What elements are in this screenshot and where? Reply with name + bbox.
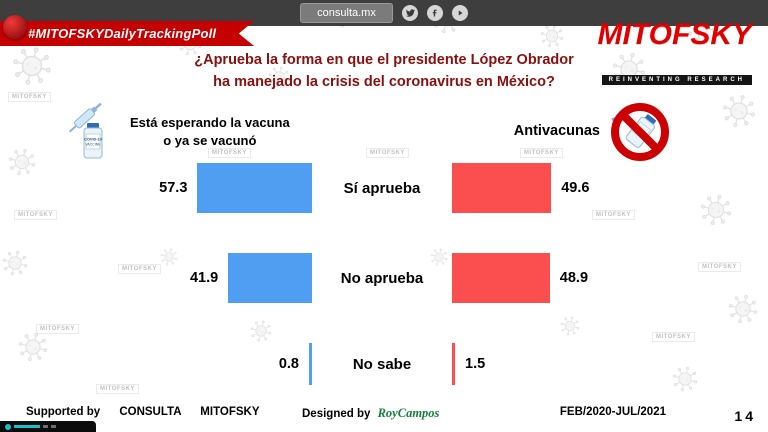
value-antivax-si: 49.6: [561, 180, 590, 196]
group-vaccinated-label-line2: o ya se vacunó: [163, 133, 257, 148]
vaccinated-cell: 41.9: [0, 253, 312, 303]
virus-watermark-wrap: [540, 24, 564, 53]
bar-vaccinated-no: [228, 253, 312, 303]
video-dash: [51, 425, 56, 428]
series-headers: COVID-19 VACCINE Está esperando la vacun…: [0, 100, 768, 164]
bar-antivax-no: [452, 253, 550, 303]
value-vaccinated-no: 41.9: [189, 270, 219, 286]
supported-by: Supported by CONSULTA MITOFSKY: [26, 406, 260, 418]
vaccine-syringe-icon: COVID-19 VACCINE: [68, 103, 103, 159]
youtube-play-glyph: [458, 10, 463, 16]
video-progress: [14, 425, 40, 428]
virus-watermark: [540, 24, 564, 48]
video-play-dot: [5, 423, 11, 430]
poll-question-line2: ha manejado la crisis del coronavirus en…: [213, 73, 555, 90]
value-antivax-no: 48.9: [559, 270, 589, 286]
logo-wordmark: MITOFSKY: [597, 18, 752, 51]
vaccinated-cell: 57.3: [0, 163, 312, 213]
designed-by: Designed by RoyCampos: [302, 406, 439, 421]
youtube-icon[interactable]: [451, 5, 468, 21]
daily-tracking-poll-ribbon: #MITOFSKYDailyTrackingPoll: [0, 21, 254, 46]
approval-chart: 57.3 Sí aprueba 49.6 41.9 No aprueba 48.…: [0, 163, 768, 385]
twitter-bird-glyph: [405, 9, 415, 17]
group-vaccinated-label: Está esperando la vacuna o ya se vacunó: [130, 114, 290, 149]
org-consulta: CONSULTA: [119, 406, 182, 418]
group-antivax-label: Antivacunas: [513, 123, 600, 140]
svg-text:COVID-19: COVID-19: [84, 138, 102, 142]
footer: Supported by CONSULTA MITOFSKY Designed …: [0, 406, 768, 422]
mitofsky-logo: MITOFSKY REINVENTING RESEARCH: [598, 20, 752, 86]
logo-tagline: REINVENTING RESEARCH: [601, 75, 752, 85]
poll-question: ¿Aprueba la forma en que el presidente L…: [0, 50, 768, 94]
consulta-mx-button[interactable]: consulta.mx: [300, 3, 393, 23]
category-si-aprueba: Sí aprueba: [343, 179, 421, 197]
group-vaccinated-label-line1: Está esperando la vacuna: [130, 115, 290, 131]
chart-row-no-sabe: 0.8 No sabe 1.5: [0, 343, 768, 385]
value-antivax-nosabe: 1.5: [465, 356, 486, 372]
designer-signature: RoyCampos: [377, 406, 440, 420]
twitter-icon[interactable]: [401, 5, 418, 21]
bar-antivax-nosabe: [452, 343, 455, 385]
video-controls-overlay[interactable]: [0, 421, 96, 432]
supported-by-label: Supported by: [26, 406, 101, 418]
svg-text:VACCINE: VACCINE: [85, 143, 101, 147]
no-vaccine-icon: [611, 103, 669, 161]
group-antivax-header: Antivacunas: [514, 100, 672, 164]
chart-row-no-aprueba: 41.9 No aprueba 48.9: [0, 253, 768, 303]
bar-antivax-si: [452, 163, 552, 213]
category-no-aprueba: No aprueba: [340, 269, 424, 287]
antivax-cell: 49.6: [452, 163, 768, 213]
page-number: 14: [734, 408, 756, 424]
bar-vaccinated-nosabe: [309, 343, 312, 385]
antivax-cell: 1.5: [452, 343, 768, 385]
vaccinated-cell: 0.8: [0, 343, 312, 385]
ribbon-badge: [3, 15, 27, 39]
brand-watermark: MITOFSKY: [96, 384, 139, 394]
value-vaccinated-si: 57.3: [159, 180, 188, 196]
value-vaccinated-nosabe: 0.8: [278, 356, 299, 372]
bar-vaccinated-si: [197, 163, 312, 213]
chart-row-si-aprueba: 57.3 Sí aprueba 49.6: [0, 163, 768, 213]
poll-question-line1: ¿Aprueba la forma en que el presidente L…: [194, 52, 574, 68]
category-no-sabe: No sabe: [352, 355, 412, 373]
facebook-f-glyph: [432, 9, 437, 17]
antivax-cell: 48.9: [452, 253, 768, 303]
date-range: FEB/2020-JUL/2021: [559, 406, 666, 418]
video-dash: [43, 425, 48, 428]
designed-by-label: Designed by: [302, 408, 371, 420]
group-vaccinated-header: COVID-19 VACCINE Está esperando la vacun…: [64, 103, 290, 161]
facebook-icon[interactable]: [426, 5, 443, 21]
org-mitofsky: MITOFSKY: [200, 406, 260, 418]
